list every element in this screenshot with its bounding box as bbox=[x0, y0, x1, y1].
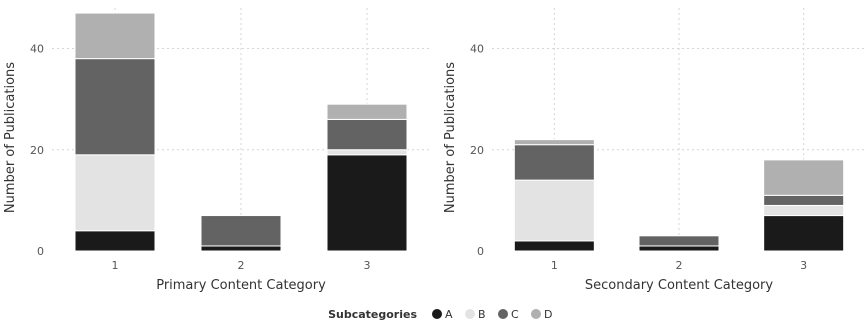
x-tick-label: 3 bbox=[364, 259, 371, 272]
y-tick-label: 0 bbox=[37, 245, 44, 258]
legend-label-a: A bbox=[445, 308, 453, 321]
legend-marker-b bbox=[465, 309, 475, 319]
y-tick-label: 20 bbox=[470, 144, 484, 157]
legend: Subcategories A B C D bbox=[328, 308, 552, 321]
secondary-category-chart: 0 20 40 1 2 3 Secondary Content Category Number… bbox=[443, 8, 866, 293]
bar-segment-c-cat-1 bbox=[74, 58, 156, 156]
y-axis-title: Number of Publications bbox=[3, 62, 18, 213]
legend-label-c: C bbox=[511, 308, 519, 321]
bar-segment-c-cat-3 bbox=[326, 118, 408, 151]
bar-segment-c-cat-2 bbox=[638, 235, 720, 247]
y-tick-label: 20 bbox=[30, 144, 44, 157]
bar-segment-a-cat-3 bbox=[326, 154, 408, 252]
bar-segment-d-cat-1 bbox=[513, 139, 595, 146]
bar-segment-d-cat-1 bbox=[74, 12, 156, 60]
x-tick-label: 3 bbox=[800, 259, 807, 272]
x-tick-label: 1 bbox=[112, 259, 119, 272]
y-tick-label: 0 bbox=[477, 245, 484, 258]
legend-label-b: B bbox=[478, 308, 486, 321]
bar-segment-b-cat-1 bbox=[513, 179, 595, 242]
legend-marker-c bbox=[498, 309, 508, 319]
bar-segment-c-cat-1 bbox=[513, 144, 595, 181]
bar-segment-c-cat-2 bbox=[200, 215, 282, 247]
y-axis-title: Number of Publications bbox=[443, 62, 458, 213]
x-tick-label: 2 bbox=[676, 259, 683, 272]
bar-segment-a-cat-1 bbox=[513, 240, 595, 252]
bar-segment-a-cat-2 bbox=[638, 245, 720, 252]
legend-title: Subcategories bbox=[328, 308, 417, 321]
bar-segment-b-cat-3 bbox=[326, 149, 408, 156]
bar-segment-c-cat-3 bbox=[763, 194, 845, 206]
bar-segment-d-cat-3 bbox=[326, 103, 408, 120]
primary-category-chart: 0 20 40 1 2 3 Primary Content Category Number o… bbox=[3, 8, 430, 293]
bar-segment-a-cat-2 bbox=[200, 245, 282, 252]
x-tick-label: 1 bbox=[551, 259, 558, 272]
bar-segment-b-cat-1 bbox=[74, 154, 156, 232]
legend-label-d: D bbox=[544, 308, 552, 321]
y-tick-label: 40 bbox=[470, 43, 484, 56]
x-axis-title: Secondary Content Category bbox=[585, 278, 774, 293]
bar-segment-a-cat-3 bbox=[763, 215, 845, 252]
legend-marker-d bbox=[531, 309, 541, 319]
y-tick-label: 40 bbox=[30, 43, 44, 56]
bar-segment-d-cat-3 bbox=[763, 159, 845, 196]
bar-segment-b-cat-3 bbox=[763, 204, 845, 217]
legend-marker-a bbox=[432, 309, 442, 319]
x-axis-title: Primary Content Category bbox=[156, 278, 326, 293]
x-tick-label: 2 bbox=[238, 259, 245, 272]
bar-segment-a-cat-1 bbox=[74, 230, 156, 252]
